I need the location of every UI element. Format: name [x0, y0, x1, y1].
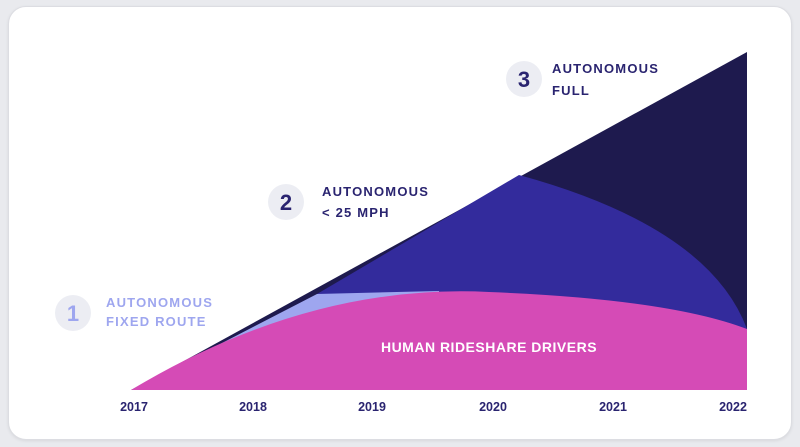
stage-1-badge: 1	[55, 295, 91, 331]
stage-3-badge-circle	[506, 61, 542, 97]
stage-1-label-line1: AUTONOMOUS	[106, 295, 213, 310]
stage-3-badge: 3	[506, 61, 542, 97]
stage-3-number: 3	[518, 67, 530, 92]
x-tick-2020: 2020	[479, 400, 507, 414]
human-rideshare-label: HUMAN RIDESHARE DRIVERS	[381, 339, 597, 355]
x-tick-2021: 2021	[599, 400, 627, 414]
stage-2-badge-circle	[268, 184, 304, 220]
stage-1-number: 1	[67, 301, 79, 326]
stage-1-badge-circle	[55, 295, 91, 331]
stage-2-label-line1: AUTONOMOUS	[322, 184, 429, 199]
x-tick-2019: 2019	[358, 400, 386, 414]
stage-3-label-line1: AUTONOMOUS	[552, 61, 659, 76]
stage-1-label-line2: FIXED ROUTE	[106, 314, 207, 329]
stage-2-label-line2: < 25 MPH	[322, 205, 390, 220]
chart-svg: 1 AUTONOMOUS FIXED ROUTE 2 AUTONOMOUS < …	[55, 52, 747, 414]
stage-2-number: 2	[280, 190, 292, 215]
stage-3-label-line2: FULL	[552, 83, 590, 98]
x-tick-2022: 2022	[719, 400, 747, 414]
stage-2-badge: 2	[268, 184, 304, 220]
x-tick-2018: 2018	[239, 400, 267, 414]
x-tick-2017: 2017	[120, 400, 148, 414]
chart-card: 1 AUTONOMOUS FIXED ROUTE 2 AUTONOMOUS < …	[8, 6, 792, 440]
area-human-rideshare-drivers	[131, 291, 747, 390]
